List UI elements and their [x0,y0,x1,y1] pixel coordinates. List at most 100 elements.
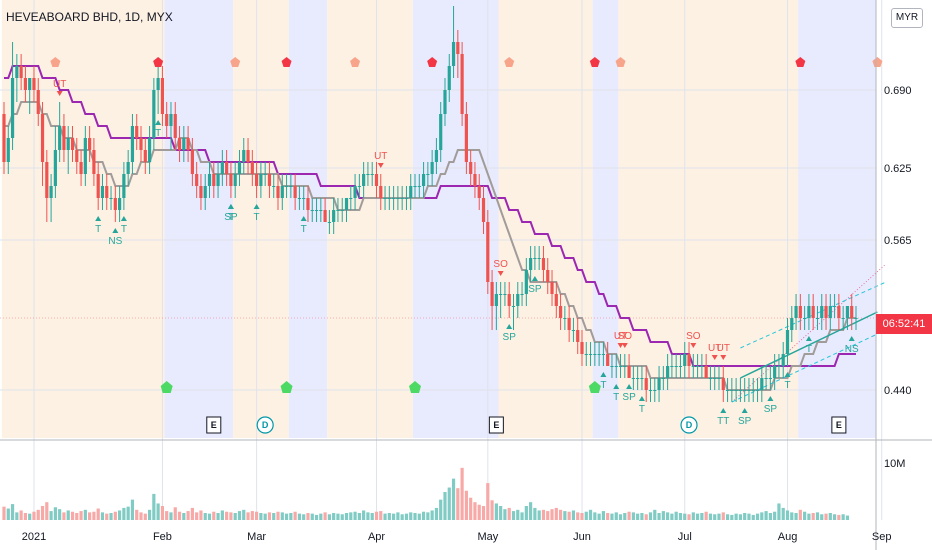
y-tick-label: 0.690 [884,85,912,97]
candle-body [760,378,764,390]
volume-bar [593,512,597,520]
candle-body [421,174,426,186]
volume-bar [691,512,695,520]
signal-arrow [621,343,628,348]
volume-bar [490,500,494,520]
volume-bar [481,506,486,520]
volume-bar [473,502,477,520]
bottom-pentagon-marker [409,381,422,393]
volume-bar [319,513,323,520]
volume-bar [383,513,387,520]
volume-bar [777,503,781,520]
candle-body [66,138,70,150]
candle-body [456,42,460,54]
volume-bar [58,509,62,520]
signal-arrow [626,384,633,389]
volume-bar [323,512,327,520]
candle-body [764,378,768,379]
candle-body [777,366,781,367]
volume-bar [725,514,730,520]
dividend-marker-label: D [686,420,693,430]
candle-body [336,210,340,211]
candle-body [100,186,105,198]
candle-body [417,186,421,187]
volume-bar [661,511,665,520]
candle-body [130,126,135,162]
candle-body [837,306,841,318]
volume-bar [177,511,182,520]
candle-body [447,66,451,90]
candle-body [374,174,379,186]
candle-body [606,354,610,366]
volume-bar [803,511,807,520]
signal-label: SO [618,331,633,342]
candle-body [297,198,302,199]
volume-bar [105,513,109,520]
currency-button[interactable]: MYR [891,8,923,28]
candle-body [53,150,57,186]
volume-bar [773,511,777,520]
x-tick-label: Sep [872,531,892,543]
candle-body [122,174,126,198]
volume-bar [126,506,130,520]
volume-bar [447,487,451,520]
volume-bar [353,511,357,520]
volume-bar [558,509,563,520]
candle-body [443,90,447,114]
candle-body [588,354,593,355]
candle-body [751,390,755,391]
volume-bars [2,467,850,520]
signal-arrow [506,324,513,329]
candle-body [567,318,571,330]
candle-body [237,162,242,174]
signal-label: T [121,224,127,235]
channel-mid [740,311,878,379]
volume-bar [430,510,434,520]
volume-bar [790,512,794,520]
candle-body [558,306,563,318]
volume-bar [242,509,246,520]
volume-bar [207,513,212,520]
volume-bar [362,510,366,520]
volume-bar [576,512,580,520]
volume-bar [327,514,331,520]
candle-body [70,138,75,150]
candle-body [370,174,374,175]
dividend-marker-label: D [262,420,269,430]
candle-body [516,294,520,306]
volume-bar [83,509,87,520]
volume-bar [413,513,417,520]
volume-bar [400,514,404,520]
volume-bar [387,513,391,520]
volume-bar [434,507,439,520]
volume-bar [486,483,490,520]
candle-body [96,174,100,198]
volume-bar [272,513,276,520]
volume-bar [32,511,36,520]
volume-bar [541,509,546,520]
candle-body [349,198,353,199]
signal-arrow [741,408,748,413]
candle-body [396,198,400,199]
candle-body [6,138,10,162]
volume-bar [169,512,173,520]
volume-bar [747,513,751,520]
candle-body [392,198,396,199]
volume-bar [683,513,687,520]
volume-bar [332,513,336,520]
candle-body [135,126,139,138]
candle-body [23,78,28,90]
candle-body [344,198,349,210]
candlesticks [2,6,858,402]
volume-bar [75,513,79,520]
candle-body [434,150,439,162]
candle-body [546,270,550,282]
candle-body [550,282,554,294]
signal-arrow [253,204,260,209]
candle-body [383,198,387,199]
candle-body [190,150,194,174]
candle-body [824,306,828,318]
candle-body [430,162,434,174]
y-tick-label: 0.565 [884,235,912,247]
candle-body [113,198,117,210]
